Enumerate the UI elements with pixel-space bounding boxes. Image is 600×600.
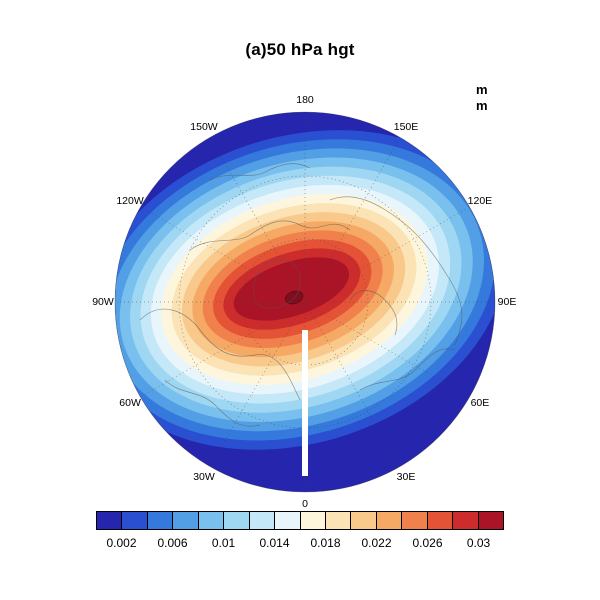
colorbar-cell	[198, 512, 225, 529]
colorbar-cell	[97, 512, 123, 529]
contour-band	[233, 257, 350, 321]
colorbar-tick-label: 0.022	[361, 536, 392, 550]
latitude-circle	[241, 238, 369, 366]
colorbar-tick-label: 0.026	[412, 536, 443, 550]
contour-bands	[115, 130, 495, 450]
missing-data-stripe	[302, 330, 308, 476]
colorbar-tick-label: 0.01	[211, 536, 236, 550]
chart-title: (a)50 hPa hgt	[245, 40, 355, 59]
colorbar-cell	[478, 512, 503, 529]
meridian-line	[304, 207, 468, 303]
meridian-line	[304, 301, 400, 465]
colorbar-cell	[325, 512, 352, 529]
meridian-line	[304, 301, 468, 397]
colorbar-cell	[275, 512, 301, 529]
meridian-line	[210, 139, 306, 303]
colorbar	[96, 511, 504, 530]
coastlines	[139, 163, 463, 427]
colorbar-cell	[147, 512, 174, 529]
meridian-line	[304, 139, 400, 303]
units-label-1: m	[476, 82, 488, 97]
colorbar-cell	[300, 512, 326, 529]
latitude-circle	[178, 175, 432, 429]
colorbar-tick-label: 0.03	[466, 536, 491, 550]
colorbar-tick-label: 0.014	[259, 536, 290, 550]
colorbar-cell	[173, 512, 199, 529]
colorbar-cell	[402, 512, 428, 529]
colorbar-cell	[453, 512, 479, 529]
meridian-line	[210, 301, 306, 465]
colorbar-cell	[122, 512, 148, 529]
meridian-line	[142, 301, 306, 397]
colorbar-cell	[427, 512, 454, 529]
colorbar-tick-label: 0.018	[310, 536, 341, 550]
colorbar-wrap: 0.002 0.006 0.01 0.014 0.018 0.022 0.026 0.03	[96, 511, 504, 550]
colorbar-cell	[351, 512, 377, 529]
colorbar-cell	[376, 512, 403, 529]
contour-core-maximum	[284, 290, 304, 305]
colorbar-cell	[249, 512, 276, 529]
colorbar-cell	[224, 512, 250, 529]
colorbar-tick-label: 0.002	[106, 536, 137, 550]
colorbar-tick-label: 0.006	[157, 536, 188, 550]
colorbar-labels: 0.002 0.006 0.01 0.014 0.018 0.022 0.026 0.03	[96, 530, 504, 550]
meridian-line	[142, 207, 306, 303]
units-label-2: m	[476, 98, 488, 113]
map-boundary	[114, 111, 496, 493]
